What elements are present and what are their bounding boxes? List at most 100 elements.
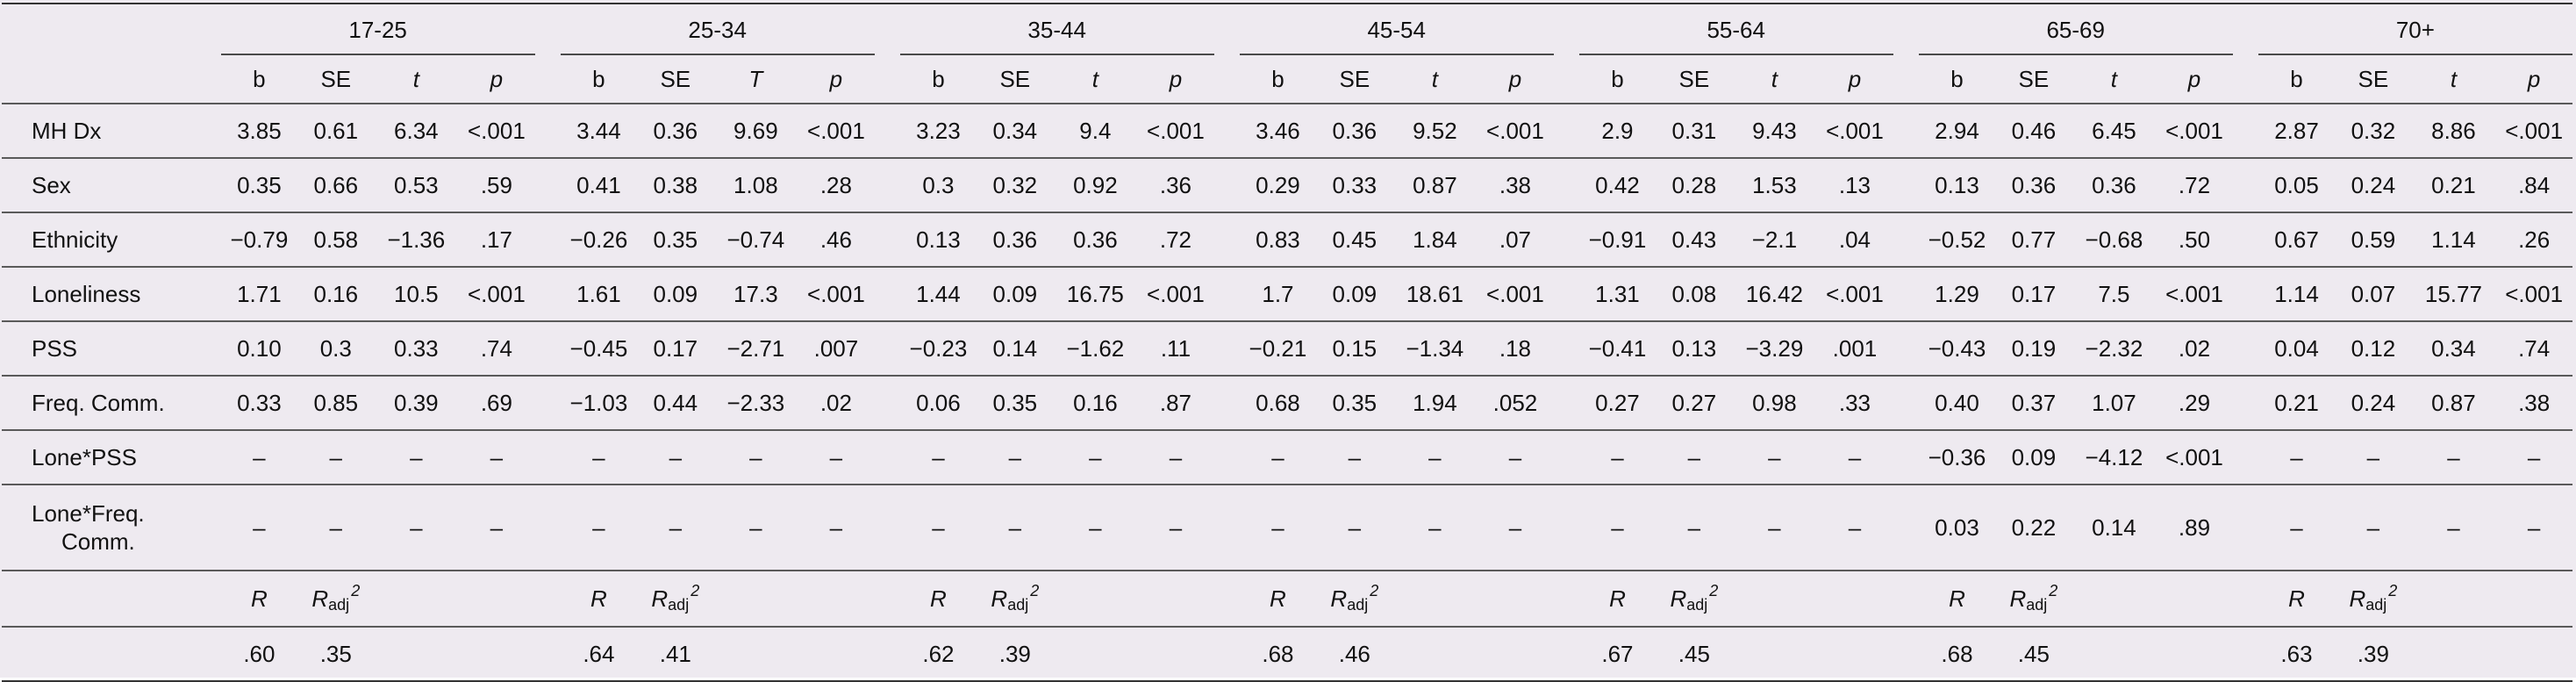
table-cell: 0.28 [1656,157,1733,212]
radj-header: Radj2 [977,570,1054,627]
empty-cell [374,570,459,627]
table-cell: <.001 [1816,266,1893,321]
table-cell: −0.41 [1578,320,1657,376]
table-cell: – [560,484,638,571]
table-cell: 0.61 [297,103,375,158]
radj-superscript: 2 [691,581,700,599]
group-gap [1213,570,1240,627]
radj-superscript: 2 [1030,581,1040,599]
table-cell: 0.35 [637,212,714,267]
table-cell: 9.43 [1732,103,1817,158]
group-gap [874,3,900,55]
empty-cell [713,570,798,627]
column-header: b [2290,65,2303,92]
table-cell: 0.34 [2411,320,2496,376]
table-cell: <.001 [458,103,535,158]
table-cell: 0.67 [2258,212,2336,267]
table-cell: <.001 [798,266,875,321]
row-label: MH Dx [2,103,221,158]
table-row: Lone*PSS – – – – – – – – – – – – – – – – – – – – −0.36 0.09 −4.… [2,429,2572,485]
table-cell: .02 [798,375,875,430]
table-cell: 0.13 [899,212,977,267]
empty-cell [458,626,535,682]
table-cell: 1.84 [1392,212,1478,267]
group-gap [2232,3,2258,55]
table-cell: .13 [1816,157,1893,212]
row-label-text: Loneliness [32,280,141,307]
table-cell: .001 [1816,320,1893,376]
table-cell: – [1316,484,1393,571]
table-cell: – [1239,429,1317,485]
group-gap [874,157,900,212]
table-cell: – [374,429,459,485]
table-cell: −1.62 [1053,320,1138,376]
column-header: T [748,65,763,92]
table-cell: 0.09 [637,266,714,321]
table-cell: 0.09 [1316,266,1393,321]
table-cell: .17 [458,212,535,267]
radj-subscript: adj [2026,595,2048,614]
radj-main: R [2349,585,2366,612]
table-cell: −0.21 [1239,320,1317,376]
radj-value: .45 [1656,626,1733,682]
table-cell: 10.5 [374,266,459,321]
group-gap [2232,212,2258,267]
table-row: MH Dx 3.85 0.61 6.34 <.001 3.44 0.36 9.69 <.001 3… [2,103,2572,158]
age-group-header: 65-69 [1918,3,2233,55]
column-header: t [2110,65,2118,92]
table-cell: 0.33 [1316,157,1393,212]
table-cell: −4.12 [2072,429,2157,485]
table-cell: 0.42 [1578,157,1657,212]
table-cell: 15.77 [2411,266,2496,321]
table-cell: – [1656,429,1733,485]
column-header: t [412,65,419,92]
age-group-label: 25-34 [688,16,747,43]
group-gap [534,484,561,571]
table-cell: 0.3 [899,157,977,212]
radj-header: Radj2 [297,570,375,627]
group-gap [534,320,561,376]
radj-main: R [311,585,329,612]
table-cell: .38 [1477,157,1554,212]
table-cell: 0.35 [977,375,1054,430]
empty-cell [2495,570,2572,627]
group-gap [1213,212,1240,267]
age-group-header: 70+ [2258,3,2572,55]
group-gap [1213,375,1240,430]
radj-value: .41 [637,626,714,682]
group-gap [1553,212,1579,267]
table-cell: 0.17 [637,320,714,376]
table-cell: −0.52 [1918,212,1996,267]
empty-cell [1392,570,1478,627]
table-cell: −1.03 [560,375,638,430]
r-header: R [1578,570,1657,627]
r-value: .68 [1239,626,1317,682]
column-header: b [1271,65,1284,92]
table-cell: 0.24 [2335,375,2412,430]
r-value: .64 [560,626,638,682]
r-header: R [1239,570,1317,627]
radj-header: Radj2 [2335,570,2412,627]
table-cell: – [297,484,375,571]
radj-superscript: 2 [2388,581,2398,599]
row-label-text: Ethnicity [32,226,118,253]
corner-cell [2,55,221,104]
table-cell: 0.21 [2258,375,2336,430]
table-cell: 0.21 [2411,157,2496,212]
row-label: Ethnicity [2,212,221,267]
table-cell: 0.36 [1053,212,1138,267]
group-gap [1553,157,1579,212]
table-cell: – [637,429,714,485]
age-group-label: 70+ [2395,16,2435,43]
table-cell: – [1239,484,1317,571]
empty-cell [2072,570,2157,627]
table-cell: <.001 [458,266,535,321]
table-cell: – [1578,429,1657,485]
group-gap [874,375,900,430]
radj-header: Radj2 [1656,570,1733,627]
group-gap [874,429,900,485]
table-cell: 2.9 [1578,103,1657,158]
table-cell: 2.87 [2258,103,2336,158]
group-gap [534,103,561,158]
table-cell: 0.66 [297,157,375,212]
